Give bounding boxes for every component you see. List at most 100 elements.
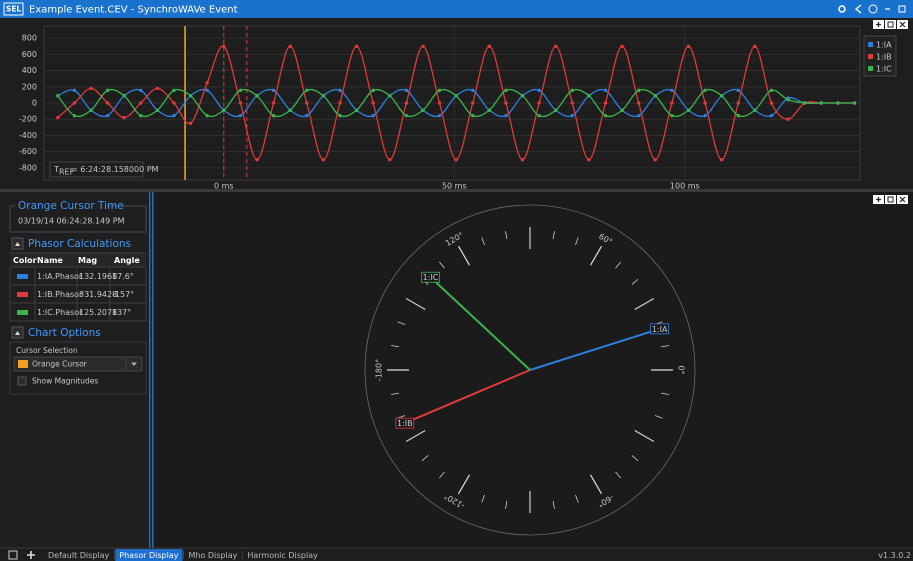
settings-icon[interactable] <box>838 5 846 13</box>
table-header: Name <box>37 256 63 265</box>
sample-point <box>155 108 160 112</box>
title-bar <box>0 0 913 18</box>
chart-options-group <box>9 341 147 395</box>
sample-point <box>271 113 276 118</box>
table-name: 1:IA.Phasor <box>37 272 83 281</box>
table-mag: 331.9428 <box>79 290 117 299</box>
sample-point <box>404 88 409 93</box>
sample-point <box>354 44 359 48</box>
restore-icon[interactable] <box>898 5 906 13</box>
sample-point <box>670 88 674 93</box>
cursor-dropdown[interactable] <box>13 356 143 372</box>
minor-tick <box>391 345 400 348</box>
sample-point <box>72 113 77 118</box>
sample-point <box>56 94 60 98</box>
sample-point <box>122 94 126 98</box>
sample-point <box>321 94 326 98</box>
layout-button[interactable] <box>885 20 896 29</box>
sample-point <box>587 94 591 98</box>
minor-tick <box>552 231 555 240</box>
legend-label: 1:IB <box>876 53 892 62</box>
sample-point <box>421 44 425 48</box>
phasor-vector <box>432 279 531 371</box>
phasor-vector <box>529 329 657 371</box>
tab-label: Mho Display <box>188 551 237 560</box>
y-tick-label: 400 <box>22 66 37 75</box>
sample-point <box>587 158 591 162</box>
minor-tick <box>575 494 579 503</box>
x-tick-label: 100 ms <box>670 182 700 191</box>
sample-point <box>487 44 492 48</box>
new-tab-icon[interactable] <box>27 551 35 559</box>
show-magnitudes-checkbox[interactable] <box>17 376 27 386</box>
x-tick-label: 50 ms <box>442 182 467 191</box>
table-angle: 137° <box>112 308 131 317</box>
sample-point <box>769 88 774 93</box>
legend-label: 1:IA <box>876 41 892 50</box>
sample-point <box>603 101 608 105</box>
minor-tick <box>654 415 663 419</box>
minor-tick <box>552 500 555 509</box>
sample-point <box>504 101 508 105</box>
sample-point <box>520 158 525 162</box>
sample-point <box>172 113 176 118</box>
minor-tick <box>405 429 426 443</box>
sample-point <box>836 101 840 105</box>
sample-point <box>504 113 508 118</box>
legend-swatch <box>868 42 873 47</box>
x-tick-label: 0 ms <box>214 182 234 191</box>
minor-tick <box>481 237 485 246</box>
sample-point <box>321 158 326 162</box>
cursor-time-value: 03/19/14 06:24:28.149 PM <box>18 217 125 226</box>
share-icon[interactable] <box>854 4 862 14</box>
table-mag: 125.2078 <box>79 308 117 317</box>
minor-tick <box>660 345 669 348</box>
sample-point <box>255 158 259 162</box>
phasor-label: 1:IC <box>423 273 439 282</box>
sample-point <box>670 113 674 118</box>
save-icon[interactable] <box>8 550 18 560</box>
cursor-time-title: Orange Cursor Time <box>18 200 124 212</box>
tab-active[interactable] <box>115 549 183 561</box>
help-icon[interactable] <box>868 4 878 14</box>
outer-circle <box>364 204 696 536</box>
cursor-selection-label: Cursor Selection <box>16 346 78 355</box>
sample-point <box>471 113 475 118</box>
sample-point <box>338 113 342 118</box>
table-angle: 17.6° <box>112 272 134 281</box>
sample-point <box>637 88 641 93</box>
sample-point <box>421 108 425 112</box>
horizontal-splitter[interactable] <box>0 189 913 192</box>
sample-point <box>89 108 93 112</box>
angle-tick <box>589 474 603 495</box>
sample-point <box>404 113 409 118</box>
sample-point <box>72 101 77 105</box>
sample-point <box>172 88 176 93</box>
y-tick-label: -800 <box>19 163 37 172</box>
table-name: 1:IB.Phasor <box>37 290 83 299</box>
sample-point <box>653 158 658 162</box>
sample-point <box>338 88 342 93</box>
chart-options-title: Chart Options <box>28 327 101 339</box>
phasor-panel <box>154 192 913 548</box>
sample-point <box>255 94 259 98</box>
minor-tick <box>481 494 485 503</box>
collapse-glyph <box>15 242 20 246</box>
sample-point <box>288 44 292 48</box>
sample-point <box>72 88 77 93</box>
waveform-chart: 800 600 400 200 0 -200 -400 -600 -800 0 ms 50 ms 10… <box>19 25 897 191</box>
sample-point <box>819 101 823 105</box>
layout-button[interactable] <box>885 195 896 204</box>
table-angle: -157° <box>112 290 134 299</box>
angle-label: 0° <box>677 365 686 374</box>
sample-point <box>139 101 143 105</box>
sample-point <box>570 101 575 105</box>
sample-point <box>471 101 475 105</box>
reference-time-subscript: REF <box>59 168 75 177</box>
sample-point <box>222 108 226 112</box>
minor-tick <box>405 297 426 311</box>
sample-point <box>338 101 342 105</box>
minor-tick <box>634 429 655 443</box>
sample-point <box>56 115 60 120</box>
